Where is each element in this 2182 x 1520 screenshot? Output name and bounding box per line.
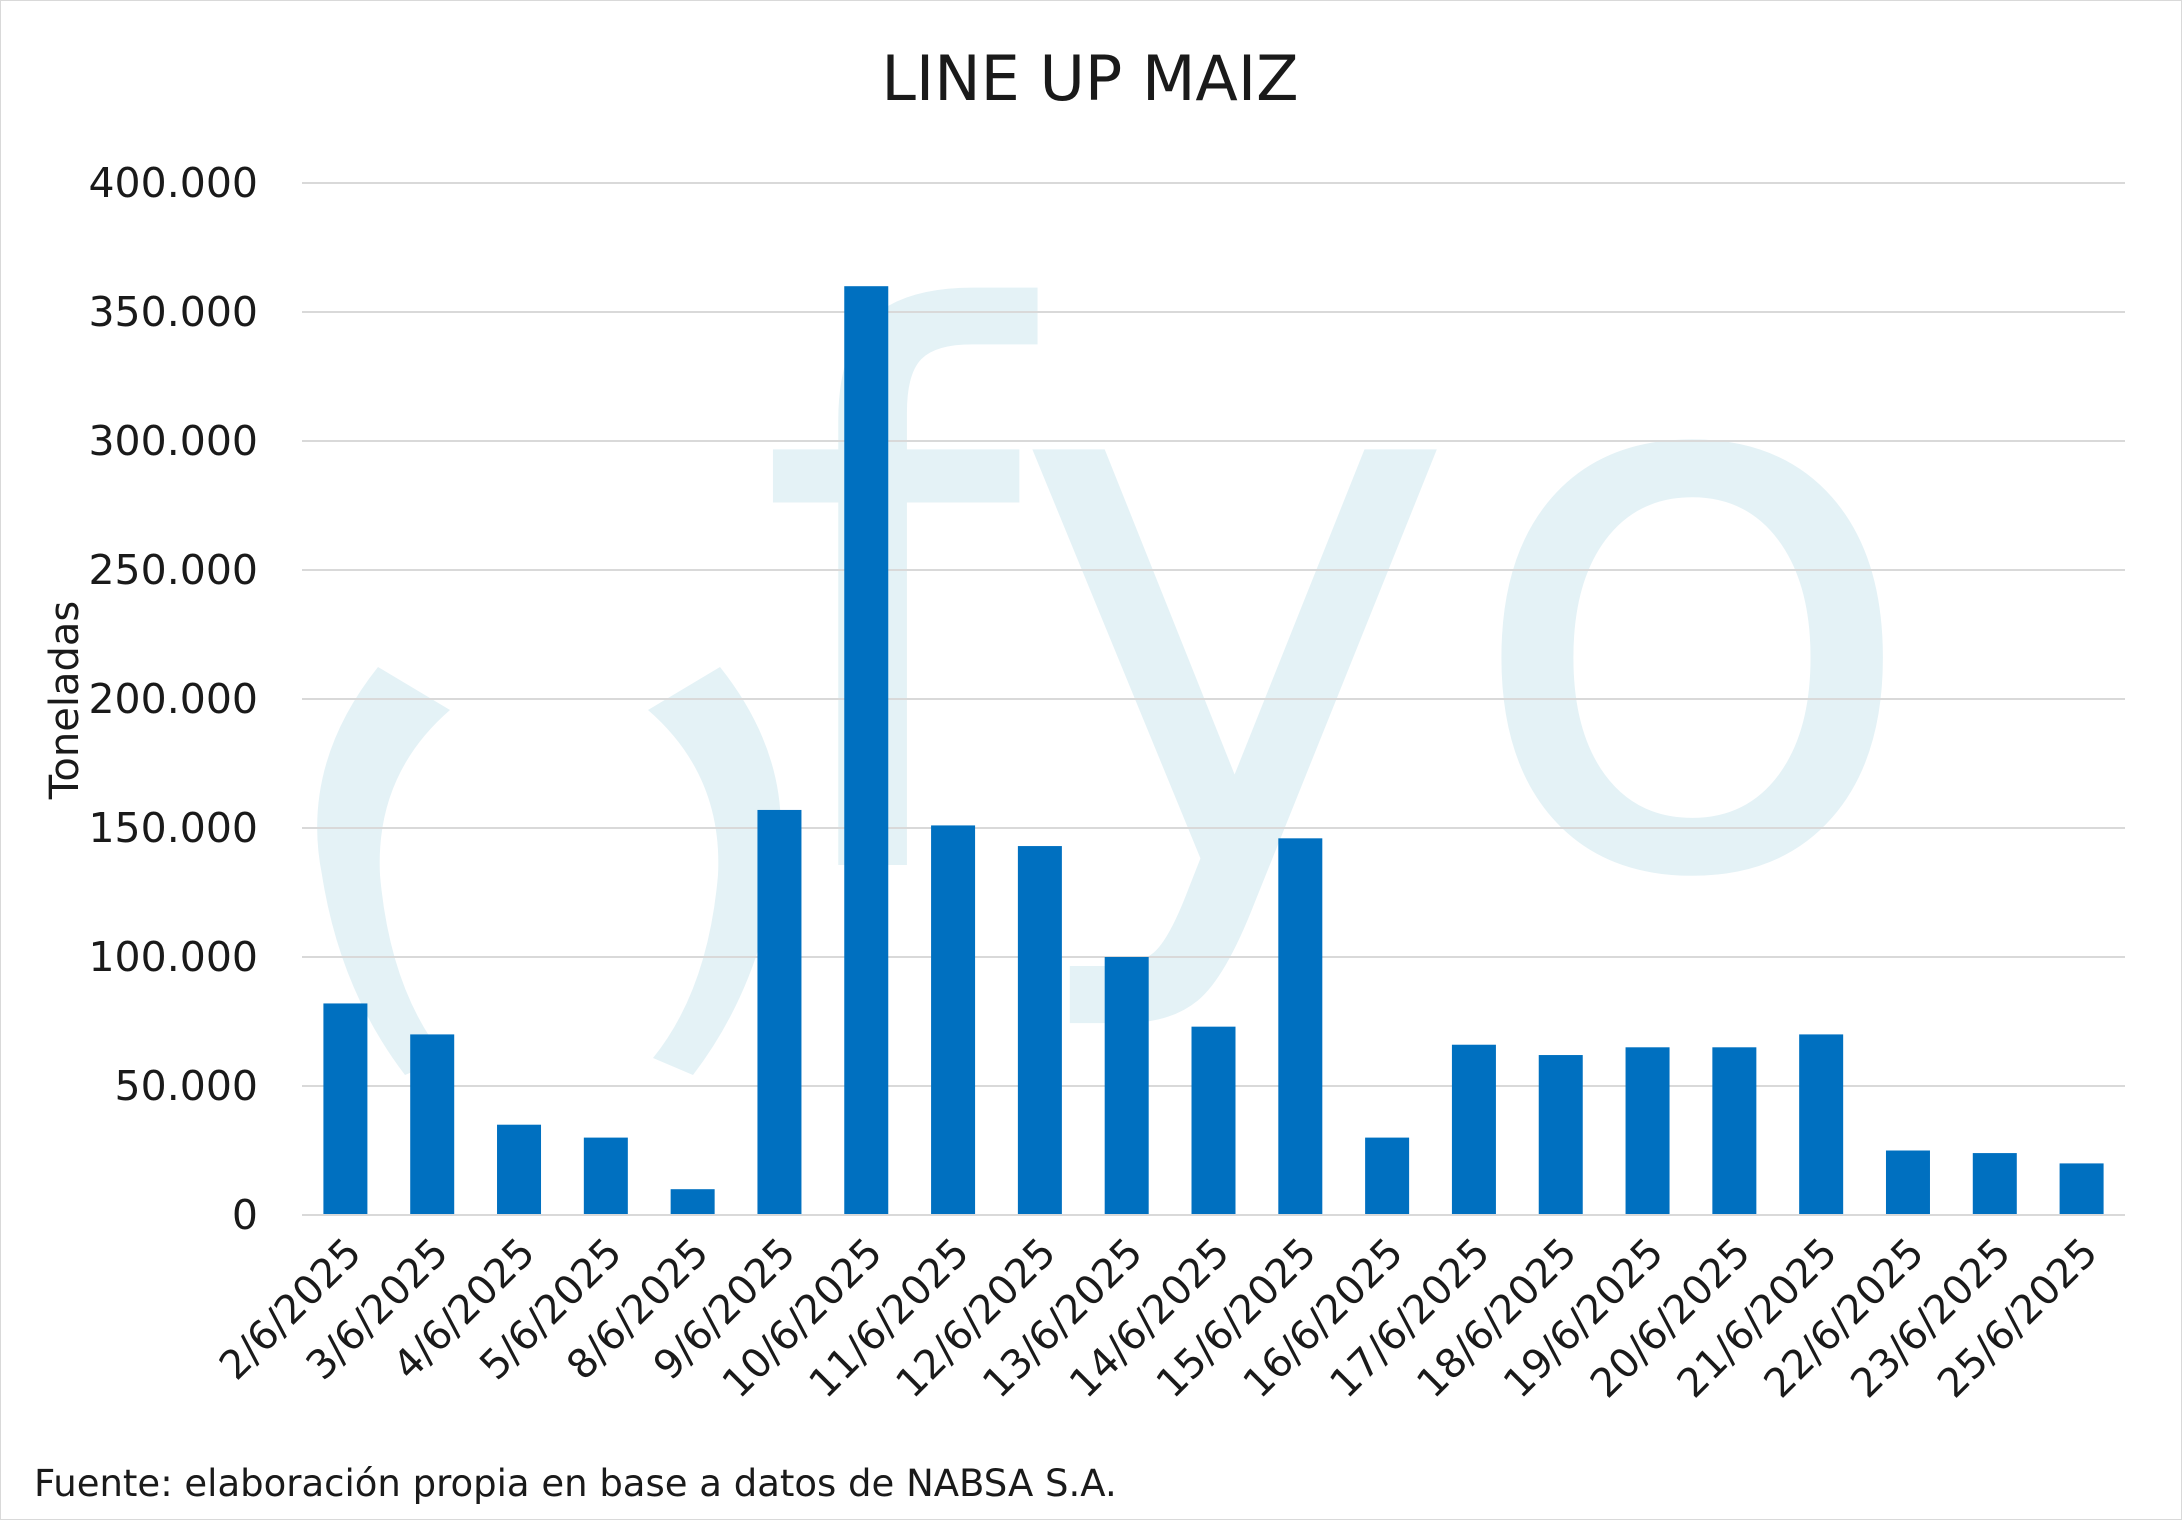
bar	[1885, 1150, 1930, 1215]
bar	[2059, 1163, 2104, 1215]
y-tick-label: 250.000	[88, 546, 258, 594]
source-note: Fuente: elaboración propia en base a dat…	[34, 1462, 1117, 1505]
y-tick-label: 400.000	[88, 159, 258, 207]
bar	[410, 1034, 455, 1215]
bar	[1017, 846, 1062, 1215]
bar	[1972, 1153, 2017, 1215]
y-tick-label: 100.000	[88, 933, 258, 981]
y-tick-label: 0	[232, 1191, 258, 1239]
bar	[1799, 1034, 1844, 1215]
bar	[1104, 957, 1149, 1215]
bars	[323, 286, 2104, 1215]
y-tick-label: 200.000	[88, 675, 258, 723]
y-tick-label: 300.000	[88, 417, 258, 465]
bar	[670, 1189, 715, 1215]
bar	[1365, 1137, 1410, 1215]
bar	[583, 1137, 628, 1215]
x-axis-ticks: 2/6/20253/6/20254/6/20255/6/20258/6/2025…	[211, 1230, 2107, 1408]
y-tick-label: 150.000	[88, 804, 258, 852]
bar	[1712, 1047, 1757, 1215]
bar	[1538, 1055, 1583, 1215]
bar	[931, 825, 976, 1215]
bar	[1191, 1026, 1236, 1215]
bar	[844, 286, 889, 1215]
y-tick-label: 350.000	[88, 288, 258, 336]
y-axis-ticks: 0 50.000 100.000 150.000 200.000 250.000 300.0…	[88, 159, 258, 1239]
bar	[1451, 1044, 1496, 1215]
chart-title: LINE UP MAIZ	[881, 42, 1298, 115]
bar	[323, 1003, 368, 1215]
bar	[497, 1124, 542, 1215]
y-tick-label: 50.000	[115, 1062, 258, 1110]
y-axis-label: Toneladas	[42, 601, 88, 800]
watermark-text: fyo	[756, 161, 1925, 1045]
watermark-logo: fyo	[317, 161, 1924, 1075]
bar	[757, 809, 802, 1215]
bar	[1625, 1047, 1670, 1215]
bar	[1278, 838, 1323, 1215]
